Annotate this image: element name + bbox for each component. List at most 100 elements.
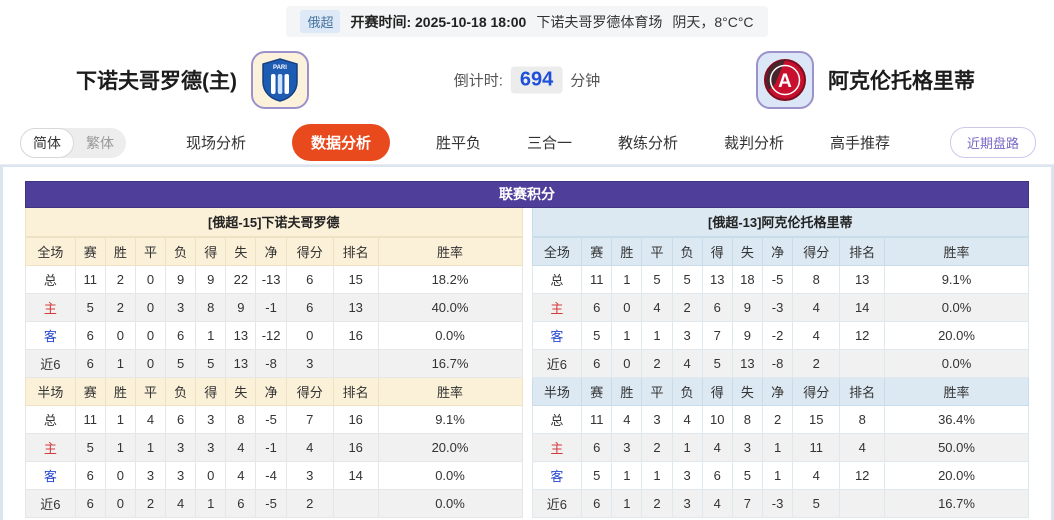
- away-standings: [俄超-13]阿克伦托格里蒂 全场赛胜平负得失净得分 排名 胜率总 11 1 5 5 13 18…: [531, 208, 1029, 518]
- column-header: 净: [761, 237, 794, 266]
- stat-cell: 8: [225, 405, 257, 434]
- stat-cell: 4: [701, 489, 733, 518]
- tab-expert-picks[interactable]: 高手推荐: [830, 135, 891, 152]
- recent-odds-button[interactable]: 近期盘路: [949, 127, 1036, 158]
- row-label: 主: [531, 433, 583, 462]
- stat-cell: 11: [74, 265, 106, 294]
- stat-cell: 4: [134, 405, 167, 434]
- stat-cell: -1: [255, 433, 287, 462]
- lang-traditional[interactable]: 繁体: [86, 134, 114, 151]
- stat-cell: 5: [792, 489, 841, 518]
- tab-win-draw-lose[interactable]: 胜平负: [435, 135, 481, 152]
- stat-cell: 9: [731, 293, 763, 322]
- column-header: 得: [701, 377, 733, 406]
- stat-cell: 4: [792, 293, 841, 322]
- stat-cell: 1: [195, 489, 227, 518]
- lang-simplified[interactable]: 简体: [20, 127, 74, 158]
- column-header: 全场: [25, 237, 76, 266]
- stat-cell: 0: [285, 321, 334, 350]
- column-header: 排名: [332, 237, 379, 266]
- league-badge: 俄超: [300, 10, 341, 33]
- stat-cell: 0.0%: [377, 489, 523, 518]
- row-label: 近6: [25, 489, 76, 518]
- stat-cell: -3: [761, 489, 794, 518]
- stat-cell: 5: [581, 321, 613, 350]
- row-label: 主: [25, 293, 76, 322]
- stat-cell: 5: [641, 265, 673, 294]
- stat-cell: 11: [74, 405, 106, 434]
- stat-cell: 7: [285, 405, 334, 434]
- column-header: 负: [671, 237, 703, 266]
- stat-cell: 2: [671, 293, 703, 322]
- column-header: 胜率: [884, 377, 1029, 406]
- match-info-bar: 俄超 开赛时间: 2025-10-18 18:00 下诺夫哥罗德体育场 阴天，8…: [0, 0, 1054, 37]
- row-label: 客: [25, 461, 76, 490]
- column-header: 失: [225, 237, 257, 266]
- language-toggle[interactable]: 简体 繁体: [20, 127, 126, 158]
- stat-cell: 0: [134, 293, 167, 322]
- stat-cell: 1: [761, 461, 794, 490]
- stat-cell: 10: [701, 405, 733, 434]
- stat-cell: 16: [332, 321, 379, 350]
- table-row: 近6 6 0 2 4 5 13 -8 2 0.0%: [531, 349, 1029, 378]
- stat-cell: 6: [165, 321, 197, 350]
- column-header: 得分: [285, 237, 334, 266]
- column-header: 失: [731, 377, 763, 406]
- stat-cell: 4: [839, 433, 886, 462]
- table-row: 客 5 1 1 3 6 5 1 4 12 20.0%: [531, 461, 1029, 490]
- stat-cell: -1: [255, 293, 287, 322]
- table-row: 主 5 2 0 3 8 9 -1 6 13 40.0%: [25, 293, 523, 322]
- column-header: 得分: [285, 377, 334, 406]
- column-header: 平: [134, 237, 167, 266]
- stat-cell: -5: [761, 265, 794, 294]
- row-label: 总: [531, 405, 583, 434]
- column-header: 胜率: [377, 237, 523, 266]
- stat-cell: 1: [611, 489, 643, 518]
- tab-bar: 简体 繁体 现场分析 数据分析 胜平负 三合一 教练分析 裁判分析 高手推荐 近…: [0, 121, 1054, 165]
- league-standings-panel: 联赛积分 [俄超-15]下诺夫哥罗德 全场赛胜平负得失净得分 排名 胜率总 11 2 0 9…: [25, 181, 1029, 518]
- column-header-row: 半场赛胜平负得失净得分 排名 胜率: [25, 377, 523, 406]
- stat-cell: 1: [641, 461, 673, 490]
- stat-cell: 0.0%: [377, 461, 523, 490]
- stat-cell: 4: [792, 461, 841, 490]
- stat-cell: 4: [641, 293, 673, 322]
- stat-cell: 0: [104, 461, 136, 490]
- column-header: 失: [225, 377, 257, 406]
- stat-cell: -3: [761, 293, 794, 322]
- stat-cell: 1: [134, 433, 167, 462]
- stat-cell: 50.0%: [884, 433, 1029, 462]
- stat-cell: 20.0%: [884, 461, 1029, 490]
- row-label: 主: [531, 293, 583, 322]
- stat-cell: 4: [225, 461, 257, 490]
- stat-cell: 4: [285, 433, 334, 462]
- stat-cell: 6: [74, 489, 106, 518]
- column-header: 全场: [531, 237, 583, 266]
- table-row: 总 11 1 5 5 13 18 -5 8 13 9.1%: [531, 265, 1029, 294]
- home-team-name: 下诺夫哥罗德(主): [76, 70, 237, 93]
- stat-cell: 5: [195, 349, 227, 378]
- stat-cell: 5: [74, 293, 106, 322]
- tab-live-analysis[interactable]: 现场分析: [185, 135, 246, 152]
- home-standings: [俄超-15]下诺夫哥罗德 全场赛胜平负得失净得分 排名 胜率总 11 2 0 9 9 22 -1…: [25, 208, 523, 518]
- column-header: 赛: [74, 237, 106, 266]
- stat-cell: 4: [165, 489, 197, 518]
- tab-data-analysis[interactable]: 数据分析: [291, 124, 390, 161]
- stat-cell: 2: [641, 433, 673, 462]
- column-header: 平: [641, 237, 673, 266]
- stat-cell: 4: [671, 349, 703, 378]
- table-row: 总 11 2 0 9 9 22 -13 6 15 18.2%: [25, 265, 523, 294]
- stat-cell: 6: [701, 293, 733, 322]
- table-row: 近6 6 1 0 5 5 13 -8 3 16.7%: [25, 349, 523, 378]
- row-label: 客: [25, 321, 76, 350]
- stat-cell: 5: [74, 433, 106, 462]
- stat-cell: 3: [731, 433, 763, 462]
- stat-cell: 3: [165, 293, 197, 322]
- tab-coach-analysis[interactable]: 教练分析: [618, 135, 679, 152]
- stat-cell: 12: [839, 321, 886, 350]
- column-header-row: 全场赛胜平负得失净得分 排名 胜率: [25, 237, 523, 266]
- row-label: 总: [25, 265, 76, 294]
- stat-cell: 3: [285, 349, 334, 378]
- tab-referee-analysis[interactable]: 裁判分析: [724, 135, 785, 152]
- stat-cell: -12: [255, 321, 287, 350]
- tab-three-in-one[interactable]: 三合一: [526, 135, 572, 152]
